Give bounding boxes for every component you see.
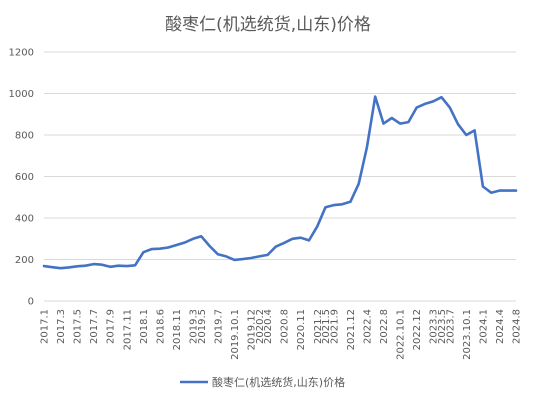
- x-tick-label: 2021.9: [329, 309, 340, 344]
- x-tick-label: 2024.8: [512, 309, 523, 344]
- chart-title: 酸枣仁(机选统货,山东)价格: [165, 15, 371, 35]
- x-tick-label: 2021.12: [346, 309, 357, 350]
- y-axis-tick-labels: 0 200 400 600 800 1000 1200: [9, 48, 34, 308]
- x-tick-label: 2020.8: [280, 309, 291, 344]
- x-tick-label: 2017.7: [89, 309, 100, 344]
- x-tick-label: 2022.8: [379, 309, 390, 344]
- x-tick-label: 2017.5: [73, 309, 84, 344]
- x-tick-label: 2017.9: [106, 309, 117, 344]
- y-tick-label: 800: [15, 131, 34, 142]
- x-tick-label: 2017.3: [56, 309, 67, 344]
- x-tick-label: 2023.3: [429, 309, 440, 344]
- x-tick-label: 2022.12: [412, 309, 423, 350]
- y-tick-label: 200: [15, 255, 34, 266]
- x-tick-label: 2019.10.1: [230, 309, 241, 360]
- x-tick-label: 2017.11: [122, 309, 133, 350]
- x-tick-label: 2017.1: [40, 309, 51, 344]
- chart-gridlines: [44, 51, 516, 302]
- x-tick-label: 2023.10.1: [462, 309, 473, 360]
- x-axis-tick-labels: 2017.1 2017.3 2017.5 2017.7 2017.9 2017.11 201…: [40, 309, 523, 360]
- x-tick-label: 2020.11: [296, 309, 307, 350]
- y-tick-label: 600: [15, 172, 34, 183]
- x-tick-label: 2021.5: [321, 309, 332, 344]
- x-tick-label: 2020.4: [263, 309, 274, 344]
- x-tick-label: 2023.7: [445, 309, 456, 344]
- x-tick-label: 2019.12: [247, 309, 258, 350]
- legend: 酸枣仁(机选统货,山东)价格: [180, 375, 345, 389]
- x-tick-label: 2018.11: [172, 309, 183, 350]
- y-tick-label: 0: [28, 297, 34, 308]
- x-tick-label: 2023.5: [437, 309, 448, 344]
- x-tick-label: 2018.6: [155, 309, 166, 344]
- x-tick-label: 2018.1: [139, 309, 150, 344]
- x-tick-label: 2024.1: [478, 309, 489, 344]
- legend-label: 酸枣仁(机选统货,山东)价格: [212, 375, 345, 389]
- x-tick-label: 2019.5: [197, 309, 208, 344]
- x-tick-label: 2021.2: [313, 309, 324, 344]
- y-tick-label: 1200: [9, 48, 34, 59]
- x-tick-label: 2019.7: [213, 309, 224, 344]
- y-tick-label: 400: [15, 214, 34, 225]
- x-tick-label: 2020.2: [255, 309, 266, 344]
- y-tick-label: 1000: [9, 89, 34, 100]
- x-tick-label: 2022.10.1: [396, 309, 407, 360]
- x-tick-label: 2019.3: [189, 309, 200, 344]
- x-tick-label: 2024.4: [495, 309, 506, 344]
- x-tick-label: 2022.4: [362, 309, 373, 344]
- series-line-price: [42, 95, 518, 270]
